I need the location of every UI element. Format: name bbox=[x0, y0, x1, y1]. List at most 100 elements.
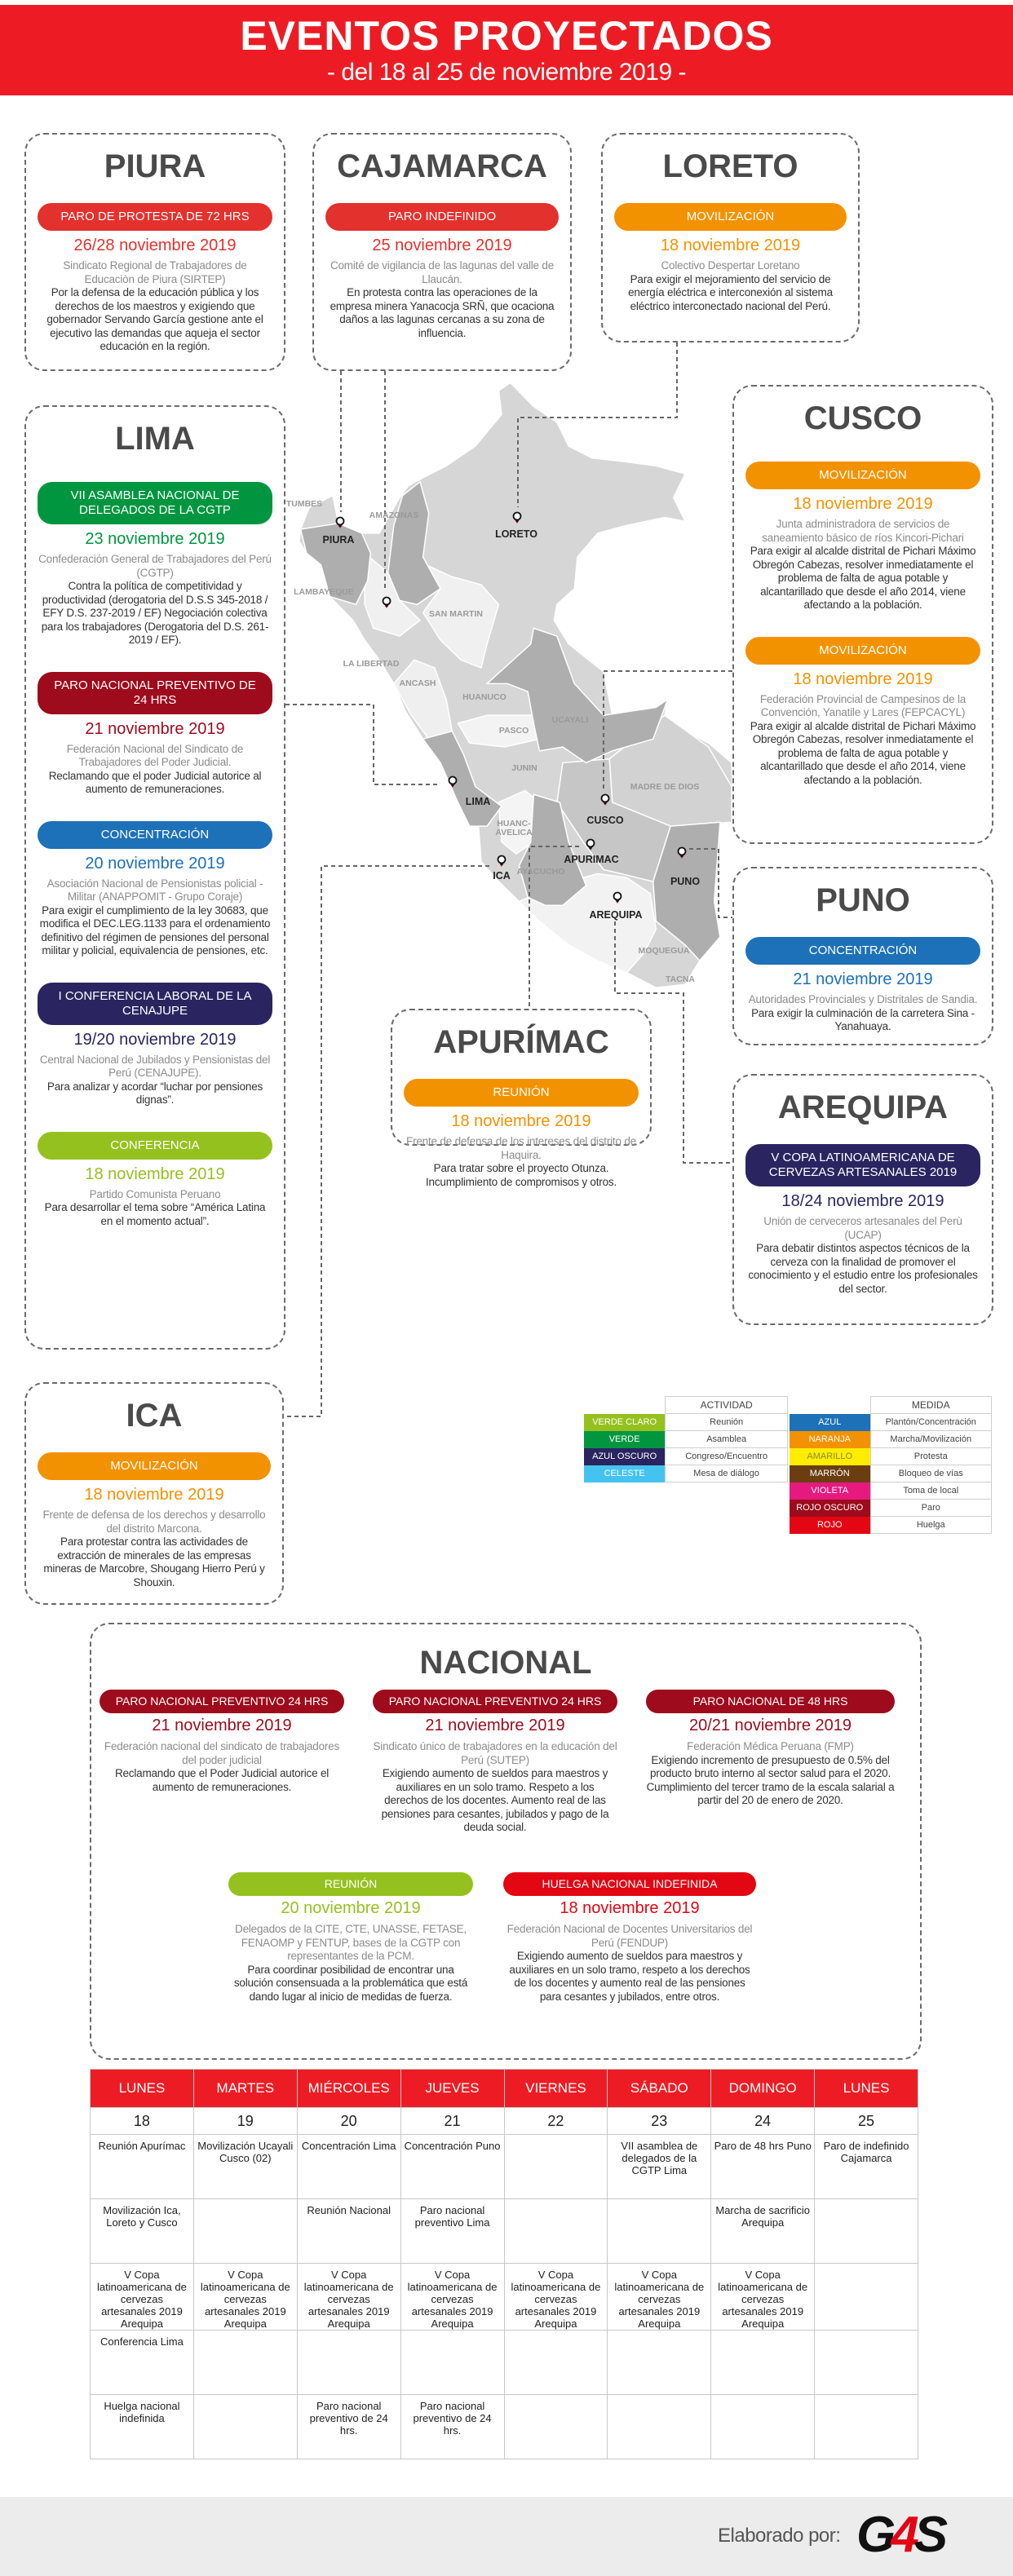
calendar-cell: Reunión Nacional bbox=[296, 2198, 401, 2264]
event-item: PARO NACIONAL DE 48 HRS 20/21 noviembre 2… bbox=[646, 1690, 895, 1808]
legend-measure: MEDIDA AZUL Plantón/Concentración NARANJA Ma… bbox=[790, 1396, 992, 1534]
legend-meaning: Marcha/Movilización bbox=[869, 1430, 992, 1448]
event-item: MOVILIZACIÓN 18 noviembre 2019 Federación … bbox=[745, 636, 980, 788]
event-organizer: Federación Provincial de Campesinos de l… bbox=[759, 692, 967, 719]
event-date: 18 noviembre 2019 bbox=[451, 1112, 591, 1130]
map-region-label: LIMA bbox=[466, 796, 491, 807]
event-description: Para exigir la culminación de la carrete… bbox=[751, 1006, 975, 1033]
legend-color-swatch: CELESTE bbox=[584, 1465, 666, 1482]
legend-row: VERDE Asamblea bbox=[584, 1430, 788, 1448]
connector-line bbox=[284, 865, 489, 1417]
calendar-date: 23 bbox=[607, 2107, 712, 2135]
calendar-cell: Paro de 48 hrs Puno bbox=[710, 2134, 816, 2199]
event-type-badge: MOVILIZACIÓN bbox=[38, 1452, 271, 1480]
map-region-label: PIURA bbox=[323, 534, 355, 546]
event-item: CONCENTRACIÓN 20 noviembre 2019 Asociación… bbox=[38, 820, 272, 958]
map-department-label: TUMBES bbox=[286, 499, 322, 509]
legend-row: AZUL OSCURO Congreso/Encuentro bbox=[584, 1447, 788, 1465]
map-department-label: ANCASH bbox=[400, 678, 436, 688]
region-card-puno: PUNO CONCENTRACIÓN 21 noviembre 2019 Autori… bbox=[732, 867, 993, 1045]
legend-row: CELESTE Mesa de diálogo bbox=[584, 1465, 788, 1482]
event-type-badge: REUNIÓN bbox=[228, 1872, 473, 1896]
legend-color-swatch: ROJO bbox=[790, 1516, 870, 1534]
event-date: 21 noviembre 2019 bbox=[793, 970, 933, 988]
weekly-calendar: LUNES MARTES MIÉRCOLES JUEVES VIERNES SÁBADO D… bbox=[90, 2069, 918, 2459]
g4s-logo: G4S bbox=[856, 2507, 948, 2563]
region-card-arequipa: AREQUIPA V COPA LATINOAMERICANA DE CERVEZ… bbox=[732, 1074, 993, 1325]
event-item: PARO NACIONAL PREVENTIVO DE 24 HRS 21 nov… bbox=[38, 671, 272, 797]
region-name: LIMA bbox=[115, 421, 195, 457]
event-item: V COPA LATINOAMERICANA DE CERVEZAS ARTES… bbox=[745, 1144, 980, 1296]
event-organizer: Sindicato único de trabajadores en la ed… bbox=[373, 1740, 617, 1766]
event-type-badge: CONFERENCIA bbox=[38, 1131, 272, 1160]
event-description: Contra la política de competitividad y p… bbox=[41, 580, 269, 646]
region-ancash bbox=[392, 659, 453, 740]
map-pin-icon bbox=[613, 891, 622, 904]
legend-blank bbox=[790, 1397, 870, 1414]
calendar-cell: Paro nacional preventivo de 24 hrs. bbox=[400, 2394, 505, 2459]
event-type-badge: CONCENTRACIÓN bbox=[38, 820, 272, 849]
event-type-badge: V COPA LATINOAMERICANA DE CERVEZAS ARTES… bbox=[745, 1144, 980, 1186]
calendar-row: Movilización Ica, Loreto y Cusco Reunión … bbox=[90, 2198, 918, 2264]
connector-line bbox=[603, 670, 732, 791]
event-organizer: Frente de defensa de los derechos y desa… bbox=[42, 1509, 266, 1535]
region-card-ica: ICA MOVILIZACIÓN 18 noviembre 2019 Frente d… bbox=[24, 1382, 284, 1605]
event-type-badge: MOVILIZACIÓN bbox=[614, 203, 847, 231]
map-region-label: PUNO bbox=[670, 876, 700, 887]
calendar-cell: V Copa latinoamericana de cervezas artes… bbox=[192, 2263, 298, 2331]
event-item: PARO NACIONAL PREVENTIVO 24 HRS 21 noviem… bbox=[373, 1690, 617, 1835]
calendar-cell: Marcha de sacrificio Arequipa bbox=[710, 2198, 816, 2264]
map-pin-icon bbox=[448, 775, 458, 788]
calendar-day-header: JUEVES bbox=[400, 2069, 505, 2108]
event-description: Para exigir al alcalde distrital de Pich… bbox=[750, 719, 976, 786]
connector-line bbox=[529, 846, 579, 1009]
map-department-label: AMAZONAS bbox=[369, 510, 419, 520]
event-organizer: Federación Nacional de Docentes Universi… bbox=[506, 1923, 753, 1949]
calendar-cell: V Copa latinoamericana de cervezas artes… bbox=[296, 2263, 401, 2331]
region-ucayali bbox=[485, 627, 670, 764]
region-card-lima: LIMA VII ASAMBLEA NACIONAL DE DELEGADOS D… bbox=[24, 405, 285, 1350]
map-department-label: LA LIBERTAD bbox=[343, 659, 400, 669]
legend-color-swatch: ROJO OSCURO bbox=[790, 1499, 870, 1517]
calendar-date: 24 bbox=[710, 2107, 816, 2135]
legend-activity: ACTIVIDAD VERDE CLARO Reunión VERDE Asamblea… bbox=[584, 1396, 788, 1482]
region-name: ICA bbox=[126, 1398, 183, 1434]
event-date: 21 noviembre 2019 bbox=[85, 719, 225, 738]
region-name: CUSCO bbox=[803, 400, 922, 436]
map-region-label: CUSCO bbox=[586, 815, 623, 826]
map-department-label: MADRE DE DIOS bbox=[630, 782, 700, 792]
legend-color-swatch: AZUL OSCURO bbox=[584, 1447, 666, 1465]
map-region-label: APURIMAC bbox=[564, 854, 618, 865]
region-puno bbox=[652, 821, 721, 962]
map-department-label: AYACUCHO bbox=[517, 867, 565, 877]
event-description: Para coordinar posibilidad de encontrar … bbox=[233, 1963, 468, 2003]
event-date: 26/28 noviembre 2019 bbox=[73, 236, 237, 254]
region-card-cajamarca: CAJAMARCA PARO INDEFINIDO 25 noviembre 201… bbox=[312, 133, 572, 371]
calendar-cell bbox=[710, 2394, 816, 2459]
page-subtitle: - del 18 al 25 de noviembre 2019 - bbox=[327, 59, 686, 86]
legend-meaning: Huelga bbox=[869, 1516, 992, 1534]
map-department-label: MOQUEGUA bbox=[639, 946, 690, 956]
map-pin-icon bbox=[497, 855, 506, 867]
event-item: PARO INDEFINIDO 25 noviembre 2019 Comité d… bbox=[325, 203, 559, 340]
event-item: MOVILIZACIÓN 18 noviembre 2019 Frente de d… bbox=[38, 1452, 271, 1589]
legend-row: VERDE CLARO Reunión bbox=[584, 1413, 788, 1431]
event-item: PARO DE PROTESTA DE 72 HRS 26/28 noviembr… bbox=[38, 203, 272, 354]
event-date: 20 noviembre 2019 bbox=[281, 1899, 421, 1917]
calendar-date: 19 bbox=[192, 2107, 298, 2135]
event-type-badge: REUNIÓN bbox=[404, 1079, 639, 1107]
credit-text: Elaborado por: bbox=[718, 2525, 841, 2547]
event-date: 20 noviembre 2019 bbox=[85, 854, 225, 873]
calendar-cell bbox=[192, 2394, 298, 2459]
region-piura bbox=[299, 522, 372, 606]
event-organizer: Federación Nacional del Sindicato de Tra… bbox=[66, 742, 244, 769]
region-card-loreto: LORETO MOVILIZACIÓN 18 noviembre 2019 Colec… bbox=[601, 133, 860, 342]
map-pin-icon bbox=[677, 846, 687, 859]
event-date: 21 noviembre 2019 bbox=[425, 1717, 565, 1734]
region-san-martin bbox=[422, 563, 500, 669]
map-department-label: SAN MARTIN bbox=[429, 609, 483, 619]
legend-color-swatch: VIOLETA bbox=[790, 1482, 870, 1500]
calendar-cell bbox=[296, 2330, 401, 2395]
event-type-badge: VII ASAMBLEA NACIONAL DE DELEGADOS DE LA… bbox=[38, 482, 272, 524]
calendar-row: Huelga nacional indefinida Paro nacional … bbox=[90, 2394, 918, 2459]
